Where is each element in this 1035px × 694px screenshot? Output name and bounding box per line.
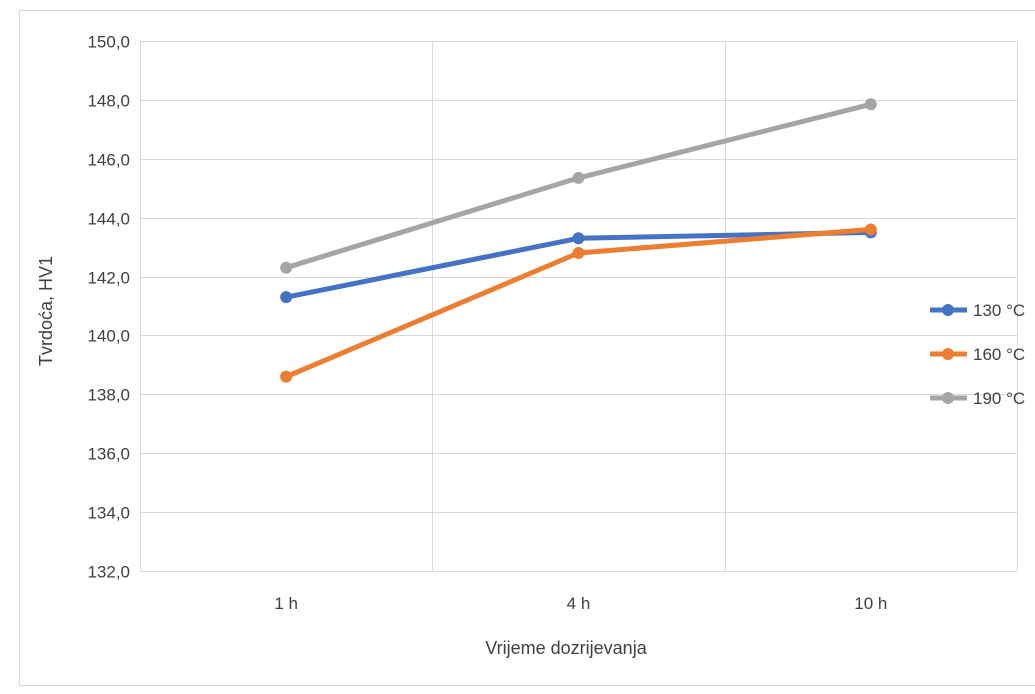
y-tick-label: 150,0 bbox=[87, 33, 130, 52]
y-tick-label: 142,0 bbox=[87, 269, 130, 288]
x-tick-label: 1 h bbox=[274, 594, 298, 613]
y-tick-label: 134,0 bbox=[87, 504, 130, 523]
data-point bbox=[573, 232, 585, 244]
data-point bbox=[573, 172, 585, 184]
y-tick-label: 132,0 bbox=[87, 563, 130, 582]
legend-label: 160 °C bbox=[973, 345, 1025, 364]
legend-swatch-marker bbox=[942, 348, 954, 360]
y-tick-label: 144,0 bbox=[87, 210, 130, 229]
data-point bbox=[865, 223, 877, 235]
x-axis-label: Vrijeme dozrijevanja bbox=[485, 638, 647, 658]
legend-label: 130 °C bbox=[973, 301, 1025, 320]
data-point bbox=[573, 247, 585, 259]
y-tick-label: 140,0 bbox=[87, 327, 130, 346]
y-tick-label: 138,0 bbox=[87, 386, 130, 405]
y-axis-label: Tvrdoća, HV1 bbox=[36, 256, 56, 366]
legend-swatch-marker bbox=[942, 304, 954, 316]
y-tick-label: 148,0 bbox=[87, 92, 130, 111]
x-tick-label: 4 h bbox=[567, 594, 591, 613]
legend-swatch-marker bbox=[942, 392, 954, 404]
chart-border bbox=[20, 11, 1035, 686]
data-point bbox=[865, 98, 877, 110]
x-tick-label: 10 h bbox=[854, 594, 887, 613]
data-point bbox=[280, 262, 292, 274]
legend-label: 190 °C bbox=[973, 389, 1025, 408]
data-point bbox=[280, 371, 292, 383]
y-tick-label: 146,0 bbox=[87, 151, 130, 170]
data-point bbox=[280, 291, 292, 303]
y-tick-label: 136,0 bbox=[87, 445, 130, 464]
